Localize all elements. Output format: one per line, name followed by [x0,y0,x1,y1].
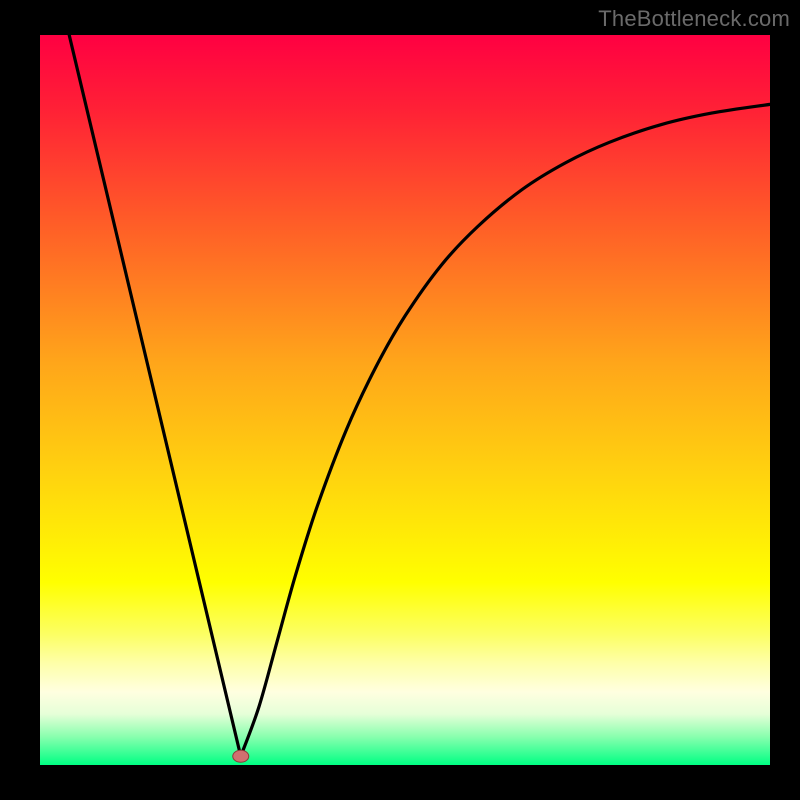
watermark-text: TheBottleneck.com [598,6,790,32]
bottleneck-chart: TheBottleneck.com [0,0,800,800]
optimal-point-marker [233,750,249,762]
bottleneck-curve [40,35,770,765]
plot-area [40,35,770,765]
